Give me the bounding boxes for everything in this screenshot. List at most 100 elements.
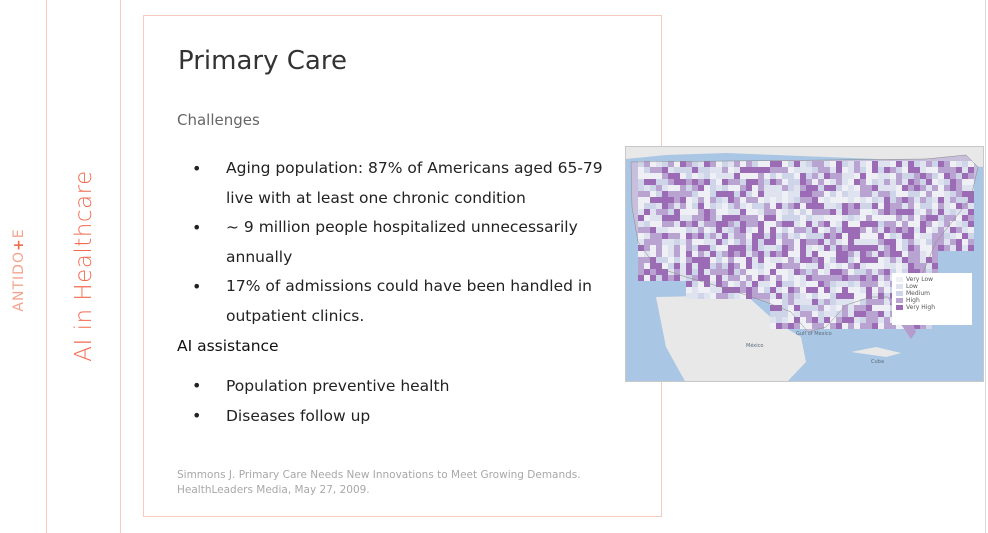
county-cell — [806, 167, 812, 173]
county-cell — [698, 239, 704, 245]
county-cell — [752, 191, 758, 197]
county-cell — [788, 287, 794, 293]
county-cell — [812, 251, 818, 257]
county-cell — [650, 203, 656, 209]
county-cell — [920, 173, 926, 179]
legend-item: Very Low — [896, 276, 968, 283]
county-cell — [878, 191, 884, 197]
county-cell — [824, 245, 830, 251]
county-cell — [842, 173, 848, 179]
county-cell — [926, 215, 932, 221]
county-cell — [698, 203, 704, 209]
county-cell — [902, 239, 908, 245]
county-cell — [890, 161, 896, 167]
county-cell — [788, 281, 794, 287]
county-cell — [866, 227, 872, 233]
county-cell — [812, 161, 818, 167]
county-cell — [710, 161, 716, 167]
county-cell — [914, 209, 920, 215]
county-cell — [716, 221, 722, 227]
county-cell — [788, 323, 794, 329]
county-cell — [908, 263, 914, 269]
county-cell — [776, 227, 782, 233]
county-cell — [674, 167, 680, 173]
county-cell — [896, 233, 902, 239]
county-cell — [866, 311, 872, 317]
county-cell — [776, 317, 782, 323]
county-cell — [884, 305, 890, 311]
list-item: • Diseases follow up — [192, 401, 612, 431]
county-cell — [872, 311, 878, 317]
county-cell — [860, 227, 866, 233]
county-cell — [722, 233, 728, 239]
county-cell — [770, 263, 776, 269]
county-cell — [698, 245, 704, 251]
county-cell — [848, 263, 854, 269]
county-cell — [944, 239, 950, 245]
county-cell — [752, 275, 758, 281]
county-cell — [890, 251, 896, 257]
county-cell — [674, 227, 680, 233]
county-cell — [752, 293, 758, 299]
county-cell — [776, 239, 782, 245]
county-cell — [734, 233, 740, 239]
county-cell — [848, 257, 854, 263]
county-cell — [728, 173, 734, 179]
county-cell — [722, 161, 728, 167]
county-cell — [926, 185, 932, 191]
county-cell — [926, 251, 932, 257]
county-cell — [734, 191, 740, 197]
county-cell — [818, 215, 824, 221]
county-cell — [854, 293, 860, 299]
county-cell — [884, 311, 890, 317]
county-cell — [854, 203, 860, 209]
county-cell — [776, 173, 782, 179]
county-cell — [962, 215, 968, 221]
county-cell — [758, 251, 764, 257]
county-cell — [920, 161, 926, 167]
county-cell — [656, 263, 662, 269]
mexico-label: México — [746, 343, 764, 349]
county-cell — [854, 161, 860, 167]
county-cell — [746, 209, 752, 215]
section-title: AI in Healthcare — [71, 170, 97, 362]
county-cell — [806, 191, 812, 197]
county-cell — [824, 275, 830, 281]
county-cell — [752, 269, 758, 275]
county-cell — [938, 161, 944, 167]
county-cell — [698, 221, 704, 227]
county-cell — [800, 227, 806, 233]
county-cell — [776, 245, 782, 251]
county-cell — [674, 269, 680, 275]
county-cell — [734, 185, 740, 191]
county-cell — [758, 233, 764, 239]
county-cell — [806, 161, 812, 167]
county-cell — [872, 227, 878, 233]
county-cell — [926, 221, 932, 227]
county-cell — [650, 197, 656, 203]
county-cell — [770, 287, 776, 293]
county-cell — [866, 179, 872, 185]
county-cell — [860, 197, 866, 203]
county-cell — [914, 239, 920, 245]
county-cell — [710, 173, 716, 179]
county-cell — [710, 197, 716, 203]
county-cell — [848, 245, 854, 251]
county-cell — [674, 257, 680, 263]
county-cell — [782, 227, 788, 233]
county-cell — [662, 173, 668, 179]
county-cell — [794, 161, 800, 167]
county-cell — [776, 185, 782, 191]
county-cell — [770, 323, 776, 329]
county-cell — [776, 275, 782, 281]
county-cell — [710, 251, 716, 257]
county-cell — [872, 275, 878, 281]
county-cell — [818, 185, 824, 191]
county-cell — [836, 185, 842, 191]
county-cell — [674, 215, 680, 221]
county-cell — [806, 203, 812, 209]
county-cell — [806, 185, 812, 191]
county-cell — [848, 197, 854, 203]
county-cell — [680, 191, 686, 197]
county-cell — [680, 167, 686, 173]
